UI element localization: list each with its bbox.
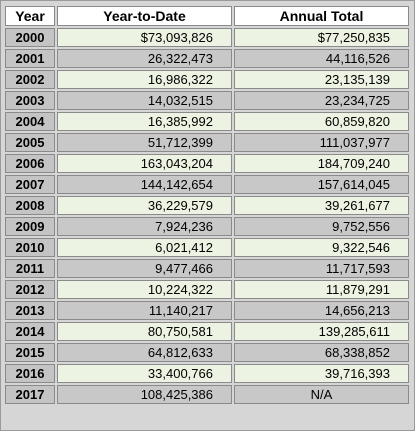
value-cell: 163,043,204 — [57, 154, 232, 173]
year-cell: 2008 — [5, 196, 55, 215]
year-cell: 2012 — [5, 280, 55, 299]
value-cell: N/A — [234, 385, 409, 404]
value-cell: 39,261,677 — [234, 196, 409, 215]
year-cell: 2006 — [5, 154, 55, 173]
value-cell: 9,322,546 — [234, 238, 409, 257]
value-cell: 36,229,579 — [57, 196, 232, 215]
value-cell: 184,709,240 — [234, 154, 409, 173]
table-body: 2000 $73,093,826 $77,250,835 2001 26,322,473… — [5, 28, 409, 404]
table-row: 2004 16,385,992 60,859,820 — [5, 112, 409, 131]
table-row: 2017 108,425,386 N/A — [5, 385, 409, 404]
header-cell: Annual Total — [234, 6, 409, 26]
value-cell: 11,140,217 — [57, 301, 232, 320]
value-cell: 157,614,045 — [234, 175, 409, 194]
year-cell: 2005 — [5, 133, 55, 152]
value-cell: 6,021,412 — [57, 238, 232, 257]
value-cell: 11,717,593 — [234, 259, 409, 278]
value-cell: 64,812,633 — [57, 343, 232, 362]
value-cell: 16,986,322 — [57, 70, 232, 89]
value-cell: 14,032,515 — [57, 91, 232, 110]
value-cell: 80,750,581 — [57, 322, 232, 341]
data-table: Year Year-to-Date Annual Total 2000 $73,093… — [3, 4, 411, 406]
table-row: 2006 163,043,204 184,709,240 — [5, 154, 409, 173]
table-row: 2001 26,322,473 44,116,526 — [5, 49, 409, 68]
value-cell: 26,322,473 — [57, 49, 232, 68]
value-cell: 7,924,236 — [57, 217, 232, 236]
year-cell: 2011 — [5, 259, 55, 278]
value-cell: 16,385,992 — [57, 112, 232, 131]
year-cell: 2016 — [5, 364, 55, 383]
year-cell: 2000 — [5, 28, 55, 47]
value-cell: 44,116,526 — [234, 49, 409, 68]
year-cell: 2013 — [5, 301, 55, 320]
header-cell: Year — [5, 6, 55, 26]
value-cell: 10,224,322 — [57, 280, 232, 299]
value-cell: $73,093,826 — [57, 28, 232, 47]
header-cell: Year-to-Date — [57, 6, 232, 26]
year-cell: 2017 — [5, 385, 55, 404]
value-cell: 111,037,977 — [234, 133, 409, 152]
value-cell: 144,142,654 — [57, 175, 232, 194]
table-row: 2012 10,224,322 11,879,291 — [5, 280, 409, 299]
table-row: 2002 16,986,322 23,135,139 — [5, 70, 409, 89]
value-cell: 23,135,139 — [234, 70, 409, 89]
value-cell: 51,712,399 — [57, 133, 232, 152]
value-cell: 23,234,725 — [234, 91, 409, 110]
year-cell: 2015 — [5, 343, 55, 362]
table-row: 2013 11,140,217 14,656,213 — [5, 301, 409, 320]
table-row: 2016 33,400,766 39,716,393 — [5, 364, 409, 383]
table-row: 2010 6,021,412 9,322,546 — [5, 238, 409, 257]
table-row: 2003 14,032,515 23,234,725 — [5, 91, 409, 110]
table-row: 2009 7,924,236 9,752,556 — [5, 217, 409, 236]
value-cell: 9,752,556 — [234, 217, 409, 236]
table-row: 2015 64,812,633 68,338,852 — [5, 343, 409, 362]
year-cell: 2001 — [5, 49, 55, 68]
table-row: 2005 51,712,399 111,037,977 — [5, 133, 409, 152]
value-cell: 60,859,820 — [234, 112, 409, 131]
header-row: Year Year-to-Date Annual Total — [5, 6, 409, 26]
value-cell: 33,400,766 — [57, 364, 232, 383]
table-row: 2011 9,477,466 11,717,593 — [5, 259, 409, 278]
value-cell: 14,656,213 — [234, 301, 409, 320]
value-cell: 139,285,611 — [234, 322, 409, 341]
value-cell: 11,879,291 — [234, 280, 409, 299]
year-cell: 2003 — [5, 91, 55, 110]
table-row: 2008 36,229,579 39,261,677 — [5, 196, 409, 215]
year-cell: 2002 — [5, 70, 55, 89]
year-cell: 2004 — [5, 112, 55, 131]
value-cell: 9,477,466 — [57, 259, 232, 278]
value-cell: 108,425,386 — [57, 385, 232, 404]
table-row: 2000 $73,093,826 $77,250,835 — [5, 28, 409, 47]
year-cell: 2010 — [5, 238, 55, 257]
table-row: 2014 80,750,581 139,285,611 — [5, 322, 409, 341]
value-cell: 39,716,393 — [234, 364, 409, 383]
year-cell: 2014 — [5, 322, 55, 341]
year-cell: 2007 — [5, 175, 55, 194]
value-cell: 68,338,852 — [234, 343, 409, 362]
value-cell: $77,250,835 — [234, 28, 409, 47]
year-cell: 2009 — [5, 217, 55, 236]
table-row: 2007 144,142,654 157,614,045 — [5, 175, 409, 194]
